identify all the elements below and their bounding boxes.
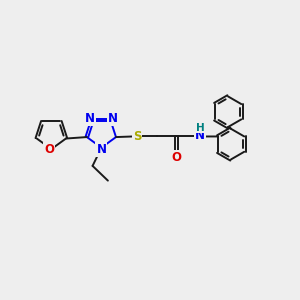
Text: N: N — [96, 142, 106, 156]
Text: S: S — [133, 130, 141, 143]
Text: N: N — [107, 112, 118, 125]
Text: H: H — [196, 123, 204, 133]
Text: N: N — [85, 112, 95, 125]
Text: O: O — [171, 151, 181, 164]
Text: O: O — [44, 142, 54, 156]
Text: N: N — [195, 128, 205, 142]
